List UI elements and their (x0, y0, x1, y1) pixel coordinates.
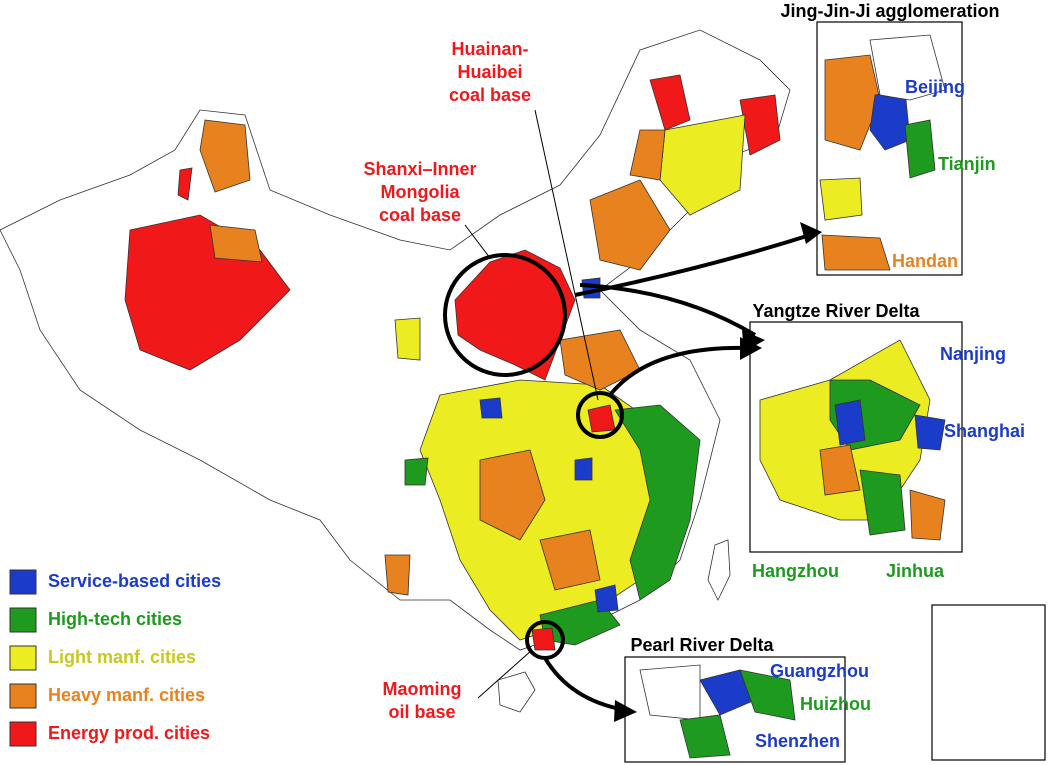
city-label: Handan (892, 251, 958, 271)
annotation-line: Mongolia (381, 182, 461, 202)
region (629, 129, 666, 181)
region (531, 627, 556, 651)
city-label: Shanghai (944, 421, 1025, 441)
region (479, 397, 503, 419)
legend-swatch (9, 607, 37, 633)
region (594, 584, 619, 613)
legend-swatch (9, 683, 37, 709)
circle (443, 253, 567, 377)
annotation-line: Maoming (383, 679, 462, 699)
inset-title: Pearl River Delta (630, 635, 774, 655)
region (649, 74, 691, 131)
region (589, 179, 671, 271)
city-label: Huizhou (800, 694, 871, 714)
annotation-line: Shanxi–Inner (363, 159, 476, 179)
region (539, 529, 601, 591)
arrow (579, 283, 757, 337)
city-label: Guangzhou (770, 661, 869, 681)
region (574, 457, 593, 481)
region (404, 457, 429, 486)
region (614, 404, 701, 601)
inset-frames (624, 21, 1046, 763)
arrow (608, 345, 751, 397)
region (177, 167, 193, 201)
inset-title: Jing-Jin-Ji agglomeration (780, 1, 999, 21)
city-label: Nanjing (940, 344, 1006, 364)
city-label: Shenzhen (755, 731, 840, 751)
annotation-line: Huainan- (451, 39, 528, 59)
hainan (497, 671, 536, 713)
region (209, 224, 263, 263)
annotation-line: oil base (388, 702, 455, 722)
region (199, 119, 251, 193)
china-map (0, 29, 791, 713)
inset-title: Yangtze River Delta (752, 301, 920, 321)
taiwan (707, 539, 731, 601)
inset-maps (639, 34, 946, 759)
legend-swatch (9, 569, 37, 595)
region (479, 449, 546, 541)
annotations: Huainan- Huaibei coal base Shanxi–Inner Mong… (363, 39, 531, 722)
circle (576, 391, 624, 439)
region (739, 94, 781, 156)
legend-label: Heavy manf. cities (48, 685, 205, 705)
legend-label: Light manf. cities (48, 647, 196, 667)
city-label: Jinhua (886, 561, 945, 581)
legend-label: Energy prod. cities (48, 723, 210, 743)
legend-swatch (9, 721, 37, 747)
callouts (443, 222, 822, 722)
city-label: Tianjin (938, 154, 996, 174)
region (559, 329, 641, 391)
city-label: Hangzhou (752, 561, 839, 581)
arrowhead (740, 337, 762, 360)
legend-swatch (9, 645, 37, 671)
legend-label: High-tech cities (48, 609, 182, 629)
annotation-line: coal base (449, 85, 531, 105)
city-label: Beijing (905, 77, 965, 97)
annotation-line: coal base (379, 205, 461, 225)
legend-label: Service-based cities (48, 571, 221, 591)
leader-lines (464, 109, 599, 699)
insets: Jing-Jin-Ji agglomeration Beijing Tianjin H… (630, 1, 1025, 751)
arrow (543, 656, 626, 712)
annotation-line: Huaibei (457, 62, 522, 82)
region (587, 404, 616, 433)
legend: Service-based cities High-tech cities Ligh… (9, 569, 221, 747)
region (384, 554, 411, 596)
arrowhead (800, 222, 822, 244)
region (394, 317, 421, 361)
